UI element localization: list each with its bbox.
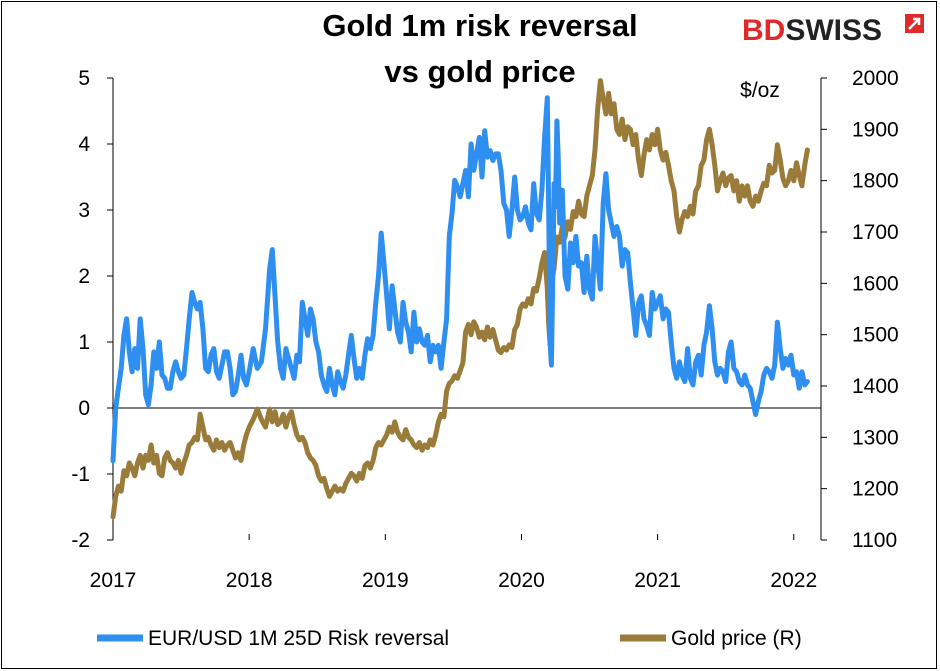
brand-logo-bd: BD [742,14,785,47]
legend-label-risk-reversal: EUR/USD 1M 25D Risk reversal [148,627,449,650]
right-axis-ticks: 2000 1900 1800 1700 1600 1500 1400 1300 1200 1100 [821,67,899,552]
x-axis-tick-label: 2018 [226,569,273,592]
right-axis-tick-label: 1100 [852,529,897,552]
x-axis-tick-label: 2022 [770,569,817,592]
left-axis-tick-label: 5 [78,67,90,90]
series-layer [110,78,810,520]
right-axis-tick-label: 1200 [852,478,899,501]
right-axis-tick-label: 1500 [852,324,899,347]
right-axis-tick-label: 1400 [852,375,899,398]
right-axis-tick-label: 1300 [852,426,899,449]
legend-label-gold-price: Gold price (R) [671,627,802,650]
brand-logo-swiss: SWISS [785,14,882,47]
x-axis-tick-label: 2020 [498,569,545,592]
left-axis-tick-label: -2 [71,529,90,552]
left-axis-tick-label: 1 [78,331,90,354]
left-axis-tick-label: 4 [78,133,90,156]
left-axis-tick-label: 0 [78,397,90,420]
right-axis-tick-label: 1600 [852,272,899,295]
series-line-risk-reversal [110,95,810,464]
brand-logo: BDSWISS [742,14,924,47]
chart-title-line-2: vs gold price [384,54,575,89]
brand-logo-text: BDSWISS [742,14,882,47]
right-axis-tick-label: 1800 [852,170,899,193]
series-line-gold-price [110,78,810,520]
chart-title-line-1: Gold 1m risk reversal [322,8,637,43]
right-axis-tick-label: 1700 [852,221,899,244]
left-axis-tick-label: 2 [78,265,90,288]
right-axis-tick-label: 2000 [852,67,899,90]
x-axis-tick-label: 2017 [90,569,137,592]
brand-arrow-icon [908,17,921,30]
x-axis-tick-label: 2021 [634,569,681,592]
left-axis-ticks: 5 4 3 2 1 0 -1 -2 [71,67,113,552]
x-axis-tick-label: 2019 [362,569,409,592]
left-axis-tick-label: 3 [78,199,90,222]
legend: EUR/USD 1M 25D Risk reversal Gold price … [97,627,802,650]
left-axis-tick-label: -1 [71,463,90,486]
right-axis-unit: $/oz [740,79,780,102]
right-axis-tick-label: 1900 [852,118,899,141]
x-axis-ticks: 2017 2018 2019 2020 2021 2022 [90,534,817,592]
